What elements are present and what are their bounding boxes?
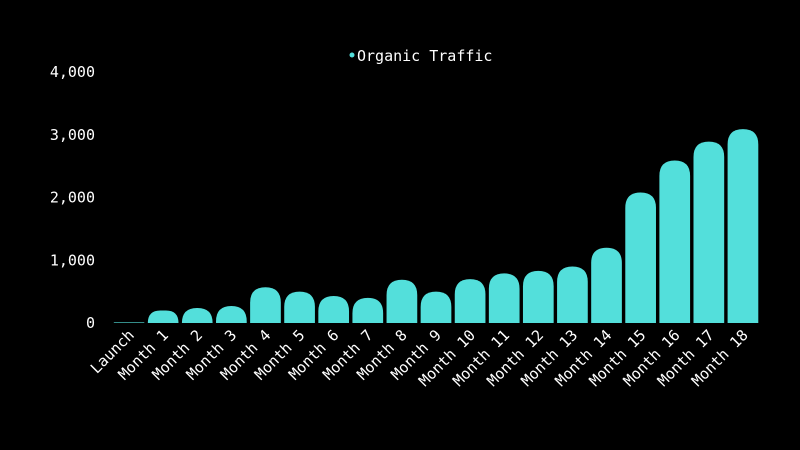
legend-marker-organic-traffic bbox=[349, 52, 355, 58]
legend-label-organic-traffic: Organic Traffic bbox=[357, 47, 492, 65]
bar-month-6 bbox=[318, 296, 350, 323]
bar-month-7 bbox=[352, 297, 384, 323]
y-axis: 0 1,000 2,000 3,000 4,000 bbox=[50, 63, 95, 332]
bars bbox=[113, 129, 759, 323]
bar-month-10 bbox=[454, 279, 486, 323]
bar-launch bbox=[113, 322, 145, 323]
legend: Organic Traffic bbox=[349, 47, 492, 65]
bar-month-3 bbox=[216, 306, 247, 323]
bar-month-11 bbox=[488, 273, 520, 323]
bar-month-4 bbox=[250, 287, 281, 323]
bar-month-14 bbox=[591, 247, 622, 323]
bar-month-8 bbox=[386, 279, 418, 323]
bar-month-18 bbox=[727, 129, 759, 323]
bar-month-1 bbox=[147, 310, 179, 323]
bar-month-2 bbox=[181, 307, 213, 323]
y-tick-label: 3,000 bbox=[50, 126, 95, 144]
y-tick-label: 1,000 bbox=[50, 251, 95, 269]
bar-month-15 bbox=[625, 192, 656, 323]
bar-month-12 bbox=[522, 270, 554, 323]
y-tick-label: 0 bbox=[86, 314, 95, 332]
bar-month-17 bbox=[693, 141, 725, 323]
bar-month-9 bbox=[420, 291, 452, 323]
bar-month-16 bbox=[659, 160, 691, 323]
y-tick-label: 2,000 bbox=[50, 189, 95, 207]
bar-month-13 bbox=[557, 266, 588, 323]
bar-month-5 bbox=[284, 291, 315, 323]
y-tick-label: 4,000 bbox=[50, 63, 95, 81]
